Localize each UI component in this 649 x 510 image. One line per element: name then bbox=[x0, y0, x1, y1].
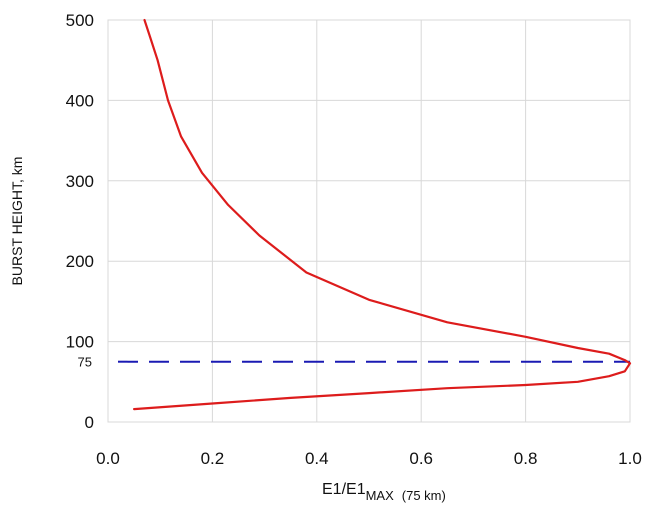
reference-line-label: 75 bbox=[78, 355, 92, 370]
x-axis-label-subscript: MAX bbox=[366, 488, 395, 503]
y-tick-label: 400 bbox=[66, 91, 94, 110]
reference-line-group: 75 bbox=[78, 355, 630, 370]
y-tick-label: 100 bbox=[66, 333, 94, 352]
y-tick-label: 300 bbox=[66, 172, 94, 191]
y-tick-label: 500 bbox=[66, 11, 94, 30]
x-tick-label: 0.2 bbox=[201, 449, 225, 468]
y-axis-label: BURST HEIGHT, km bbox=[9, 157, 25, 286]
x-tick-label: 0.6 bbox=[409, 449, 433, 468]
plot-frame bbox=[107, 19, 631, 423]
x-tick-label: 1.0 bbox=[618, 449, 642, 468]
series-group bbox=[133, 18, 632, 411]
x-axis-label: E1/E1MAX (75 km) bbox=[322, 481, 446, 503]
x-axis-label-main: E1/E1 bbox=[322, 481, 366, 498]
y-tick-label: 200 bbox=[66, 252, 94, 271]
x-tick-labels: 0.0 0.2 0.4 0.6 0.8 1.0 bbox=[96, 449, 642, 468]
x-tick-label: 0.0 bbox=[96, 449, 120, 468]
series-line bbox=[133, 18, 632, 411]
x-tick-label: 0.8 bbox=[514, 449, 538, 468]
y-tick-label: 0 bbox=[85, 413, 94, 432]
x-axis-label-paren: (75 km) bbox=[402, 488, 446, 503]
y-tick-labels: 0 100 200 300 400 500 bbox=[66, 11, 94, 432]
x-tick-label: 0.4 bbox=[305, 449, 329, 468]
